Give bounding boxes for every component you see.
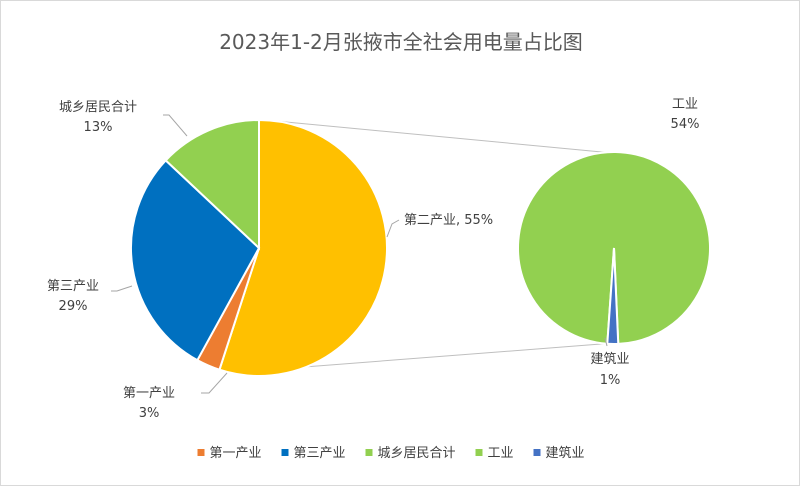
legend-label-2: 第三产业	[294, 446, 346, 461]
legend-label-5: 建筑业	[546, 445, 585, 461]
label-main-1: 第二产业, 55%	[404, 213, 493, 228]
legend-item-4: 工业	[475, 446, 514, 461]
chart-title: 2023年1-2月张掖市全社会用电量占比图	[219, 30, 583, 54]
leader-line-main-4	[163, 114, 188, 137]
legend-item-2: 第三产业	[281, 446, 346, 461]
label-main-3-pct: 29%	[59, 299, 88, 314]
legend-item-3: 城乡居民合计	[365, 446, 456, 461]
label-main-3-name: 第三产业	[47, 279, 99, 294]
legend-swatch-3	[365, 449, 373, 456]
label-main-2-name: 第一产业	[123, 386, 175, 401]
leader-line-main-1	[386, 219, 400, 238]
legend-item-5: 建筑业	[533, 445, 585, 461]
leader-line-main-3	[111, 285, 133, 292]
legend-label-4: 工业	[488, 446, 514, 461]
legend-label-1: 第一产业	[210, 446, 262, 461]
leader-line-main-2	[201, 372, 228, 394]
label-main-2-pct: 3%	[139, 406, 160, 421]
label-main-4-pct: 13%	[84, 120, 113, 135]
legend-item-1: 第一产业	[197, 446, 262, 461]
label-main-4-name: 城乡居民合计	[59, 100, 137, 115]
main-pie-slice-3	[130, 158, 261, 362]
main-pie-slice-1	[218, 118, 388, 377]
legend-swatch-1	[197, 449, 205, 456]
label-sub-1-name: 工业	[672, 97, 698, 112]
label-sub-1-pct: 54%	[671, 117, 700, 132]
legend-swatch-4	[475, 449, 483, 456]
label-sub-2-name: 建筑业	[590, 351, 629, 367]
main-pie-slice-4	[164, 118, 260, 251]
label-sub-2-pct: 1%	[600, 373, 621, 388]
legend-swatch-2	[281, 449, 289, 456]
legend-swatch-5	[533, 449, 541, 456]
legend-label-3: 城乡居民合计	[378, 446, 456, 461]
connector-line-1	[270, 119, 606, 153]
leader-line-sub-2	[604, 337, 608, 347]
sub-pie-slice-2	[606, 247, 620, 345]
